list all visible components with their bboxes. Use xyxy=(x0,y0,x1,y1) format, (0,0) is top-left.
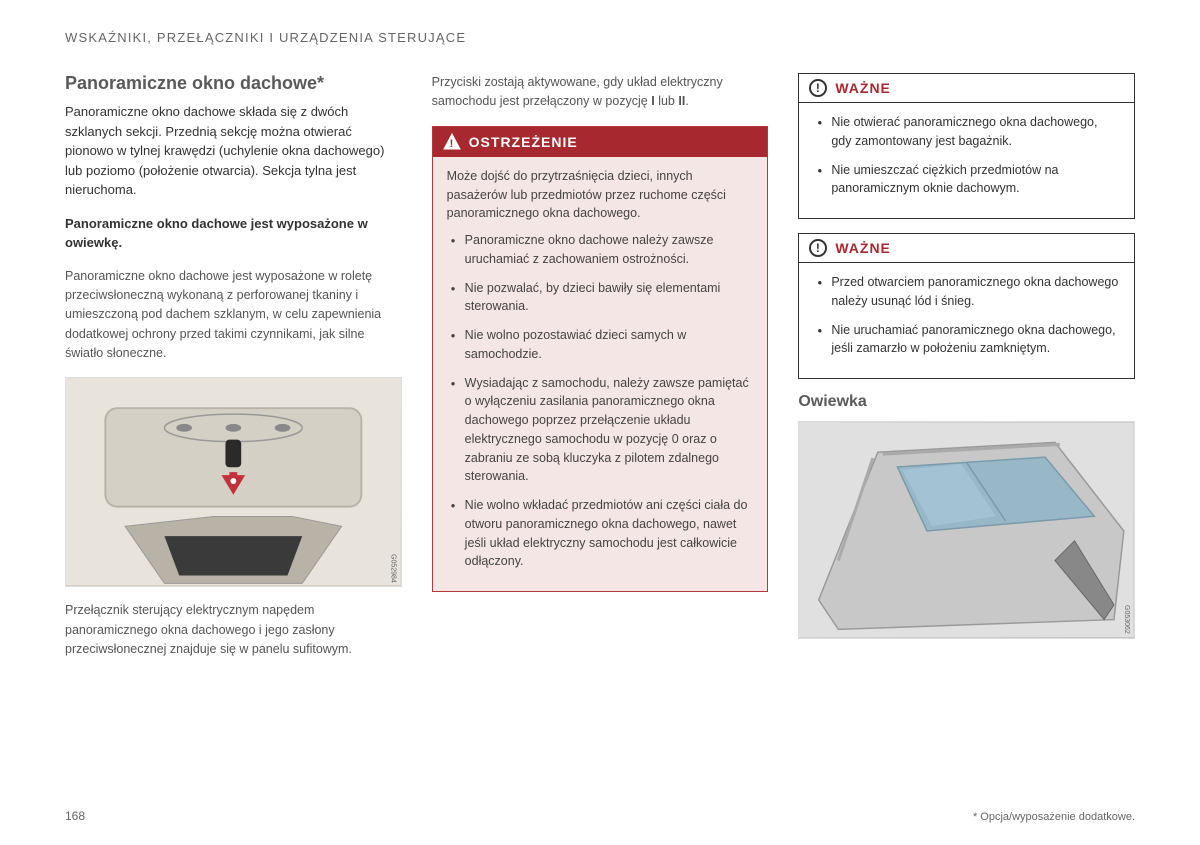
section-title: Panoramiczne okno dachowe* xyxy=(65,73,402,94)
warning-triangle-icon: ! xyxy=(443,133,461,151)
important-title-text: WAŻNE xyxy=(835,80,891,96)
important-title-text: WAŻNE xyxy=(835,240,891,256)
bold-intro: Panoramiczne okno dachowe jest wyposażon… xyxy=(65,214,402,253)
car-roof-illustration xyxy=(799,422,1134,638)
position-2: II xyxy=(678,94,685,108)
warning-header: ! OSTRZEŻENIE xyxy=(433,127,768,157)
important-content: Nie otwierać panoramicznego okna dachowe… xyxy=(799,103,1134,218)
exclamation-circle-icon: ! xyxy=(809,79,827,97)
warning-box: ! OSTRZEŻENIE Może dojść do przytrzaśnię… xyxy=(432,126,769,592)
important-list: Przed otwarciem panoramicznego okna dach… xyxy=(813,273,1120,358)
roof-switch-illustration xyxy=(66,378,401,586)
column-1: Panoramiczne okno dachowe* Panoramiczne … xyxy=(65,73,402,674)
activation-text: Przyciski zostają aktywowane, gdy układ … xyxy=(432,73,769,112)
important-content: Przed otwarciem panoramicznego okna dach… xyxy=(799,263,1134,378)
important-item: Nie umieszczać ciężkich przedmiotów na p… xyxy=(813,161,1120,199)
image-ref-2: G053062 xyxy=(1123,605,1130,634)
important-header: ! WAŻNE xyxy=(799,74,1134,103)
image-ref-1: G052984 xyxy=(390,554,397,583)
content-columns: Panoramiczne okno dachowe* Panoramiczne … xyxy=(65,73,1135,674)
page-header: WSKAŹNIKI, PRZEŁĄCZNIKI I URZĄDZENIA STE… xyxy=(65,30,1135,45)
column-2: Przyciski zostają aktywowane, gdy układ … xyxy=(432,73,769,674)
important-box-1: ! WAŻNE Nie otwierać panoramicznego okna… xyxy=(798,73,1135,219)
important-header: ! WAŻNE xyxy=(799,234,1134,263)
subsection-owiewka: Owiewka xyxy=(798,393,1135,411)
figure-owiewka: G053062 xyxy=(798,421,1135,639)
column-3: ! WAŻNE Nie otwierać panoramicznego okna… xyxy=(798,73,1135,674)
warning-title-text: OSTRZEŻENIE xyxy=(469,134,578,150)
text-segment: lub xyxy=(655,94,679,108)
after-image-text: Przełącznik sterujący elektrycznym napęd… xyxy=(65,601,402,659)
warning-list: Panoramiczne okno dachowe należy zawsze … xyxy=(447,231,754,571)
warning-item: Nie pozwalać, by dzieci bawiły się eleme… xyxy=(447,279,754,317)
figure-roof-switch: G052984 xyxy=(65,377,402,587)
important-item: Nie otwierać panoramicznego okna dachowe… xyxy=(813,113,1120,151)
body-paragraph: Panoramiczne okno dachowe jest wyposażon… xyxy=(65,267,402,364)
important-item: Przed otwarciem panoramicznego okna dach… xyxy=(813,273,1120,311)
exclamation-circle-icon: ! xyxy=(809,239,827,257)
important-list: Nie otwierać panoramicznego okna dachowe… xyxy=(813,113,1120,198)
warning-item: Panoramiczne okno dachowe należy zawsze … xyxy=(447,231,754,269)
warning-content: Może dojść do przytrzaśnięcia dzieci, in… xyxy=(433,157,768,591)
warning-intro-text: Może dojść do przytrzaśnięcia dzieci, in… xyxy=(447,167,754,223)
intro-text: Panoramiczne okno dachowe składa się z d… xyxy=(65,102,402,200)
warning-item: Wysiadając z samochodu, należy zawsze pa… xyxy=(447,374,754,487)
page-number: 168 xyxy=(65,809,85,823)
warning-item: Nie wolno pozostawiać dzieci samych w sa… xyxy=(447,326,754,364)
important-item: Nie uruchamiać panoramicznego okna dacho… xyxy=(813,321,1120,359)
svg-text:!: ! xyxy=(449,138,454,150)
important-box-2: ! WAŻNE Przed otwarciem panoramicznego o… xyxy=(798,233,1135,379)
warning-item: Nie wolno wkładać przedmiotów ani części… xyxy=(447,496,754,571)
footnote: * Opcja/wyposażenie dodatkowe. xyxy=(973,811,1135,823)
